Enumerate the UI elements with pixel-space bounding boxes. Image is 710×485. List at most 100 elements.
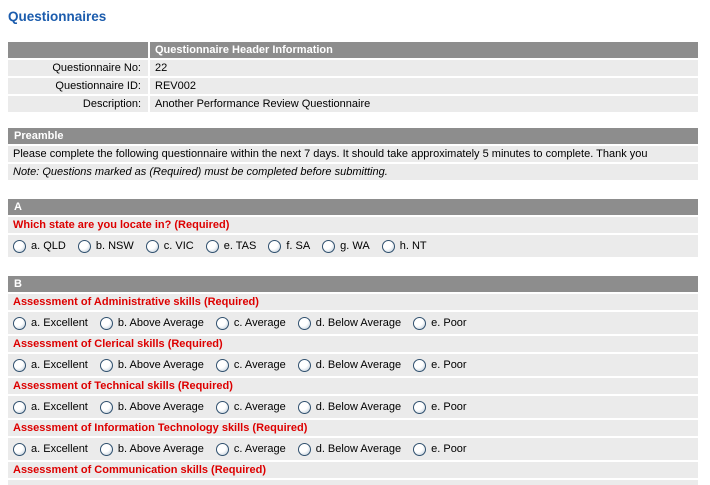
- preamble-text-row: Please complete the following questionna…: [8, 146, 698, 162]
- radio-option[interactable]: a. QLD: [13, 239, 66, 253]
- header-info-title-spacer: [8, 42, 148, 58]
- radio-option[interactable]: b. Above Average: [99, 400, 204, 414]
- radio-option[interactable]: c. Average: [215, 316, 286, 330]
- radio-button-icon[interactable]: [99, 316, 113, 330]
- radio-option-label: d. Below Average: [315, 317, 402, 329]
- radio-option-label: e. Poor: [431, 401, 467, 413]
- radio-option-label: c. Average: [233, 317, 286, 329]
- radio-option[interactable]: a. Excellent: [13, 442, 88, 456]
- radio-option-label: d. Below Average: [315, 401, 402, 413]
- preamble-header-label: Preamble: [14, 130, 64, 142]
- radio-option[interactable]: c. Average: [215, 400, 286, 414]
- preamble-table: Preamble Please complete the following q…: [8, 128, 698, 180]
- section-header-bar: A: [8, 199, 698, 215]
- question-text: Assessment of Communication skills (Requ…: [13, 464, 267, 476]
- question-options-row: a. QLD b. NSW c. VIC e. TAS f. SA g. WA …: [8, 235, 698, 257]
- radio-option[interactable]: e. Poor: [413, 358, 467, 372]
- header-info-row: Questionnaire No: 22: [8, 60, 698, 76]
- radio-option[interactable]: b. Above Average: [99, 316, 204, 330]
- radio-button-icon[interactable]: [99, 358, 113, 372]
- radio-button-icon[interactable]: [413, 358, 427, 372]
- question-section: A Which state are you locate in? (Requir…: [8, 199, 698, 257]
- header-info-row: Questionnaire ID: REV002: [8, 78, 698, 94]
- radio-option[interactable]: d. Below Average: [297, 358, 402, 372]
- radio-option-label: a. QLD: [31, 240, 66, 252]
- question-text-row: Assessment of Technical skills (Required…: [8, 378, 698, 394]
- radio-button-icon[interactable]: [297, 400, 311, 414]
- radio-button-icon[interactable]: [297, 442, 311, 456]
- radio-button-icon[interactable]: [297, 316, 311, 330]
- radio-button-icon[interactable]: [297, 358, 311, 372]
- radio-option-label: c. VIC: [163, 240, 194, 252]
- question-sections: A Which state are you locate in? (Requir…: [8, 199, 698, 485]
- radio-button-icon[interactable]: [99, 400, 113, 414]
- radio-option[interactable]: a. Excellent: [13, 358, 88, 372]
- radio-option[interactable]: b. NSW: [77, 239, 134, 253]
- radio-button-icon[interactable]: [13, 400, 26, 414]
- radio-option-label: b. Above Average: [117, 359, 204, 371]
- radio-button-icon[interactable]: [205, 239, 219, 253]
- radio-button-icon[interactable]: [13, 358, 26, 372]
- radio-button-icon[interactable]: [381, 239, 395, 253]
- radio-button-icon[interactable]: [215, 400, 229, 414]
- header-info-title: Questionnaire Header Information: [150, 42, 698, 58]
- radio-option[interactable]: c. VIC: [145, 239, 194, 253]
- field-label: Questionnaire No:: [8, 60, 148, 76]
- radio-option[interactable]: a. Excellent: [13, 316, 88, 330]
- header-info-table: Questionnaire Header Information Questio…: [8, 42, 698, 112]
- radio-button-icon[interactable]: [13, 239, 26, 253]
- radio-button-icon[interactable]: [413, 400, 427, 414]
- field-value: Another Performance Review Questionnaire: [150, 96, 698, 112]
- question-text-row: Which state are you locate in? (Required…: [8, 217, 698, 233]
- radio-option[interactable]: e. TAS: [205, 239, 257, 253]
- radio-button-icon[interactable]: [145, 239, 159, 253]
- radio-button-icon[interactable]: [13, 442, 26, 456]
- radio-option[interactable]: g. WA: [322, 239, 370, 253]
- radio-option-label: a. Excellent: [31, 443, 88, 455]
- question-options-row: a. Excellent b. Above Average c. Average…: [8, 354, 698, 376]
- radio-button-icon[interactable]: [77, 239, 91, 253]
- radio-option[interactable]: d. Below Average: [297, 400, 402, 414]
- radio-button-icon[interactable]: [322, 239, 336, 253]
- radio-button-icon[interactable]: [413, 316, 427, 330]
- section-label: A: [14, 201, 22, 213]
- radio-button-icon[interactable]: [268, 239, 282, 253]
- section-questions: Which state are you locate in? (Required…: [8, 217, 698, 257]
- radio-option[interactable]: d. Below Average: [297, 316, 402, 330]
- radio-option[interactable]: b. Above Average: [99, 442, 204, 456]
- radio-option[interactable]: e. Poor: [413, 400, 467, 414]
- radio-option[interactable]: b. Above Average: [99, 358, 204, 372]
- question-text: Assessment of Technical skills (Required…: [13, 380, 233, 392]
- question-options-row: a. Excellent b. Above Average c. Average…: [8, 396, 698, 418]
- radio-option[interactable]: f. SA: [268, 239, 310, 253]
- radio-option-label: g. WA: [340, 240, 370, 252]
- radio-option[interactable]: c. Average: [215, 358, 286, 372]
- radio-option[interactable]: a. Excellent: [13, 400, 88, 414]
- radio-option-label: e. TAS: [223, 240, 257, 252]
- radio-option[interactable]: d. Below Average: [297, 442, 402, 456]
- radio-button-icon[interactable]: [13, 316, 26, 330]
- radio-option[interactable]: h. NT: [381, 239, 427, 253]
- radio-button-icon[interactable]: [413, 442, 427, 456]
- radio-option-label: b. Above Average: [117, 401, 204, 413]
- radio-option-label: d. Below Average: [315, 359, 402, 371]
- question-text-row: Assessment of Administrative skills (Req…: [8, 294, 698, 310]
- radio-button-icon[interactable]: [99, 442, 113, 456]
- radio-option[interactable]: e. Poor: [413, 316, 467, 330]
- radio-option-label: e. Poor: [431, 317, 467, 329]
- radio-option-label: c. Average: [233, 443, 286, 455]
- radio-button-icon[interactable]: [215, 442, 229, 456]
- radio-option[interactable]: c. Average: [215, 442, 286, 456]
- radio-option-label: d. Below Average: [315, 443, 402, 455]
- section-questions: Assessment of Administrative skills (Req…: [8, 294, 698, 485]
- question-text-row: Assessment of Communication skills (Requ…: [8, 462, 698, 478]
- radio-option-label: b. Above Average: [117, 443, 204, 455]
- radio-option-label: b. NSW: [95, 240, 134, 252]
- header-info-row: Description: Another Performance Review …: [8, 96, 698, 112]
- radio-button-icon[interactable]: [215, 316, 229, 330]
- radio-button-icon[interactable]: [215, 358, 229, 372]
- radio-option[interactable]: e. Poor: [413, 442, 467, 456]
- radio-option-label: c. Average: [233, 359, 286, 371]
- question-text: Assessment of Clerical skills (Required): [13, 338, 223, 350]
